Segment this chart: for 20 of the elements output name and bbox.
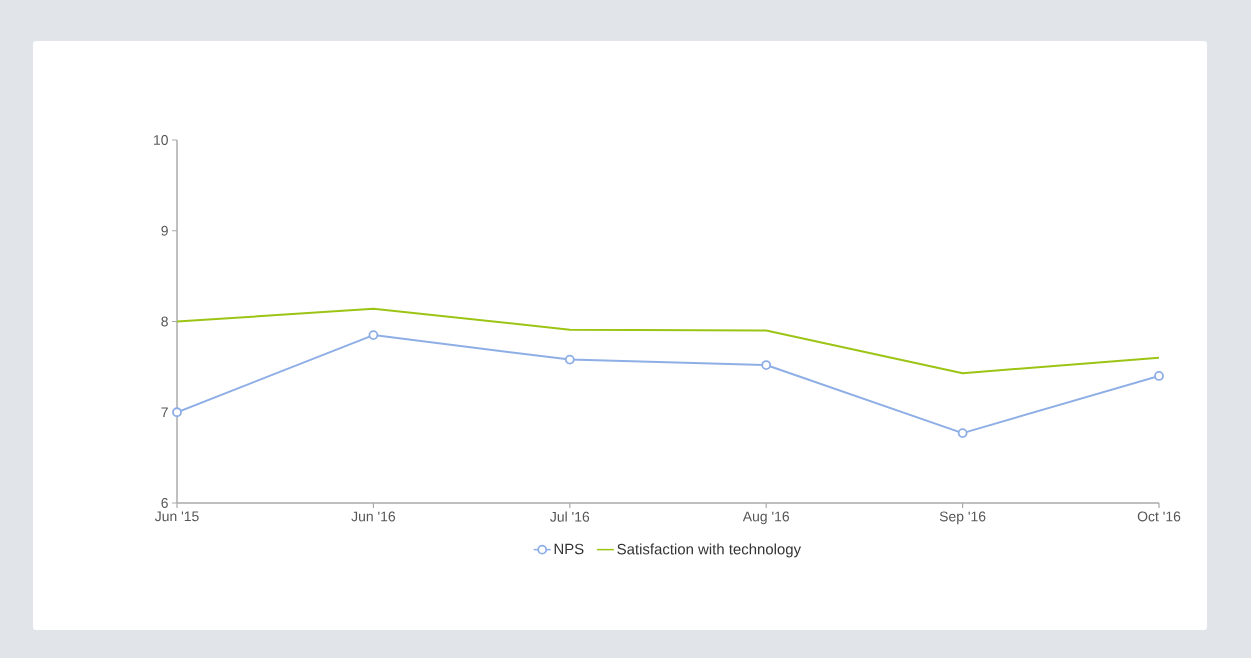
point — [761, 360, 772, 370]
y-tick-label: 7 — [161, 407, 168, 418]
x-tick-label: Jun '16 — [351, 511, 396, 522]
x-tick-label: Jul '16 — [550, 511, 590, 522]
x-tick-label: Jun '15 — [154, 511, 199, 522]
y-tick-label: 10 — [154, 135, 168, 145]
legend-label: Satisfaction with technology — [617, 543, 802, 558]
y-tick-label: 9 — [161, 225, 168, 236]
x-tick-label: Oct '16 — [1137, 511, 1181, 522]
point — [957, 428, 968, 439]
legend-label: NPS — [554, 543, 584, 555]
x-tick-label: Aug '16 — [742, 511, 790, 525]
point — [172, 407, 182, 418]
point — [368, 330, 379, 340]
y-tick-label: 6 — [161, 498, 168, 508]
x-tick-label: Sep '16 — [939, 511, 986, 525]
point — [564, 354, 575, 365]
y-tick-label: 8 — [161, 316, 168, 327]
line-series — [177, 307, 1160, 375]
point — [1154, 371, 1164, 381]
